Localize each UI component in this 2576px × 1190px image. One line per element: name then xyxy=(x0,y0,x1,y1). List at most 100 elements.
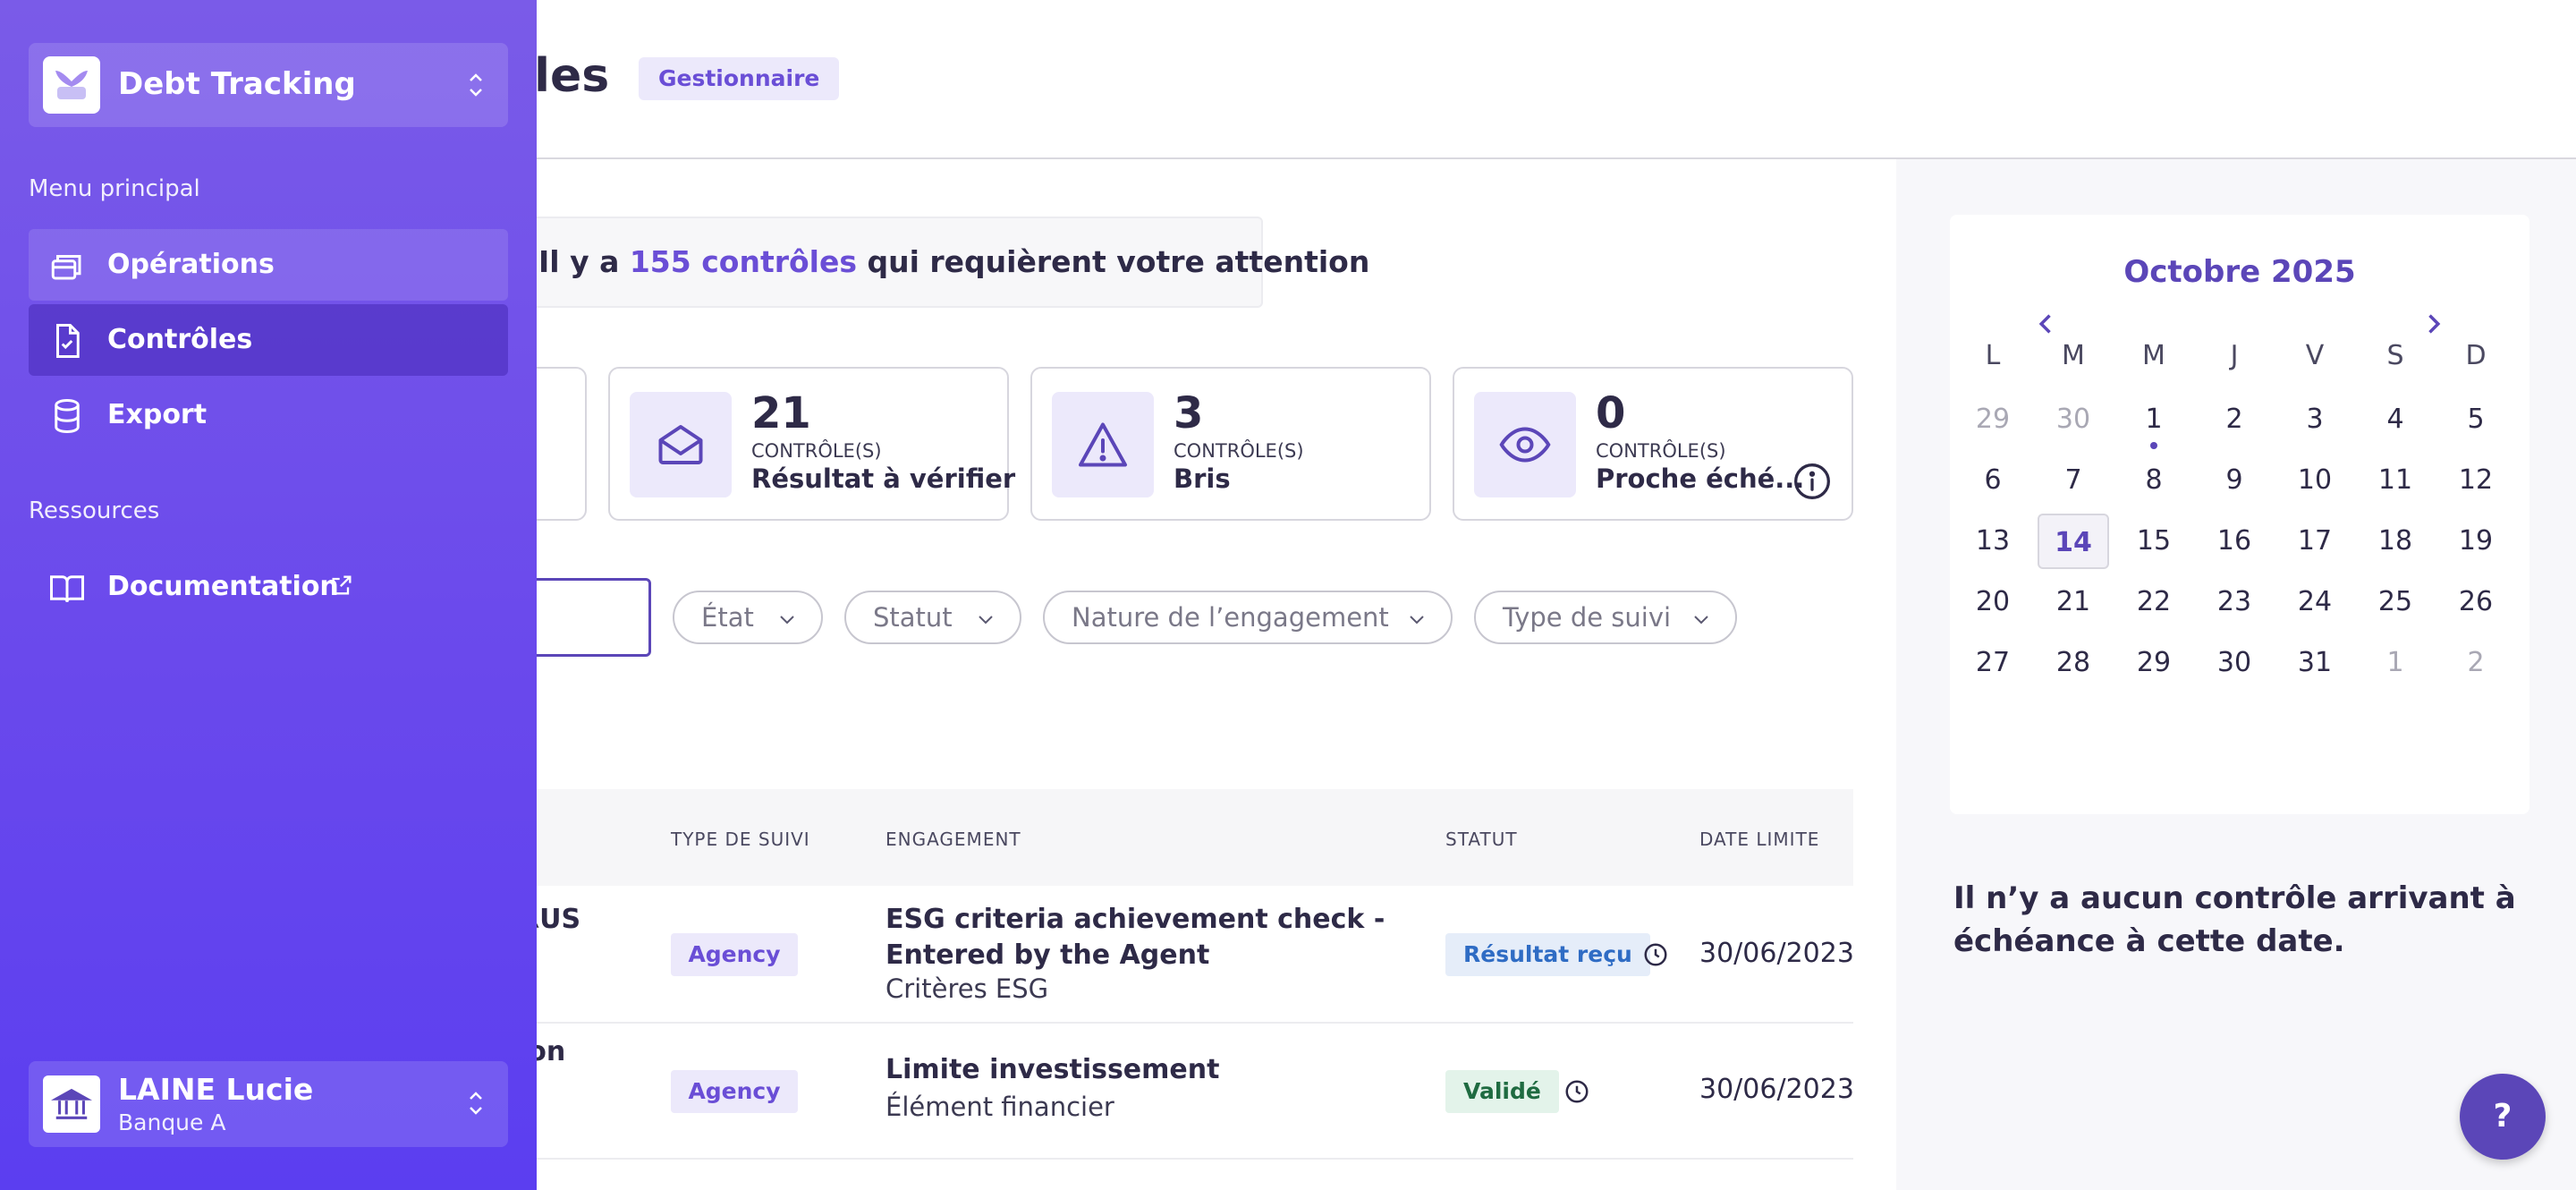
col-status[interactable]: STATUT xyxy=(1445,829,1518,850)
calendar-day[interactable]: 24 xyxy=(2297,586,2333,617)
calendar-day[interactable]: 1 xyxy=(2145,404,2163,435)
section-label-resources: Ressources xyxy=(29,497,160,524)
calendar-day[interactable]: 13 xyxy=(1975,525,2011,557)
user-switcher[interactable]: LAINE Lucie Banque A xyxy=(29,1061,508,1147)
chevron-right-icon[interactable] xyxy=(2420,311,2445,336)
app-name: Debt Tracking xyxy=(118,66,356,102)
calendar-day[interactable]: 17 xyxy=(2297,525,2333,557)
sidebar-item-operations[interactable]: Opérations xyxy=(29,229,508,301)
calendar-day[interactable]: 19 xyxy=(2458,525,2494,557)
calendar-day[interactable]: 7 xyxy=(2064,464,2082,496)
calendar-day[interactable]: 21 xyxy=(2055,586,2091,617)
calendar: Octobre 2025 L M M J V S D 29 30 1 2 3 4 5 6 7 8 9 10 11 12 1… xyxy=(1950,215,2529,814)
calendar-weekday: V xyxy=(2305,340,2325,371)
sidebar-item-label: Opérations xyxy=(107,249,275,280)
calendar-weekday: M xyxy=(2142,340,2165,371)
table-row[interactable]: RUS Agency ESG criteria achievement chec… xyxy=(358,886,1854,1024)
deadline-date: 30/06/2023 xyxy=(1699,938,1854,969)
calendar-day[interactable]: 8 xyxy=(2145,464,2163,496)
empty-message: Il n’y a aucun contrôle arrivant à échéa… xyxy=(1953,880,2516,959)
stat-card-breach[interactable]: 3 CONTRÔLE(S) Bris xyxy=(1030,367,1431,521)
calendar-day[interactable]: 26 xyxy=(2458,586,2494,617)
briefcase-stack-icon xyxy=(51,255,81,280)
sidebar-item-controles[interactable]: Contrôles xyxy=(29,304,508,376)
sidebar-item-export[interactable]: Export xyxy=(29,379,508,451)
col-type[interactable]: TYPE DE SUIVI xyxy=(671,829,810,850)
table-header: TYPE DE SUIVI ENGAGEMENT STATUT DATE LIM… xyxy=(358,789,1853,886)
external-link-icon xyxy=(332,575,352,595)
col-deadline[interactable]: DATE LIMITE xyxy=(1699,829,1820,850)
calendar-day[interactable]: 28 xyxy=(2055,647,2091,678)
calendar-day[interactable]: 31 xyxy=(2297,647,2333,678)
sidebar: Debt Tracking Menu principal Opérations … xyxy=(0,0,537,1190)
calendar-day[interactable]: 10 xyxy=(2297,464,2333,496)
attention-suffix: qui requièrent votre attention xyxy=(857,244,1370,279)
chevron-down-icon xyxy=(1694,616,1708,625)
calendar-weekday: J xyxy=(2230,340,2239,371)
sidebar-item-documentation[interactable]: Documentation xyxy=(29,551,508,623)
calendar-day[interactable]: 30 xyxy=(2055,404,2091,435)
document-check-icon xyxy=(56,324,80,358)
app-switcher[interactable]: Debt Tracking xyxy=(29,43,508,127)
stat-number: 0 xyxy=(1596,388,1626,438)
clock-icon[interactable] xyxy=(1642,941,1669,968)
calendar-day[interactable]: 20 xyxy=(1975,586,2011,617)
chevron-left-icon[interactable] xyxy=(2034,311,2059,336)
calendar-day[interactable]: 29 xyxy=(1975,404,2011,435)
database-icon xyxy=(55,399,80,433)
calendar-day[interactable]: 2 xyxy=(2467,647,2485,678)
calendar-day[interactable]: 29 xyxy=(2136,647,2172,678)
info-icon[interactable] xyxy=(1792,462,1832,501)
filter-etat[interactable]: État xyxy=(673,591,823,644)
stat-label: Bris xyxy=(1174,463,1231,494)
user-name: LAINE Lucie xyxy=(118,1072,314,1107)
engagement-title: ESG criteria achievement check - Entered … xyxy=(886,904,1385,971)
sidebar-item-label: Documentation xyxy=(107,571,339,602)
table-row[interactable]: ion Agency Limite investissement Élément… xyxy=(358,1024,1854,1160)
calendar-day[interactable]: 23 xyxy=(2216,586,2252,617)
calendar-day[interactable]: 5 xyxy=(2467,404,2485,435)
calendar-weekday: L xyxy=(1985,340,2001,371)
calendar-day[interactable]: 12 xyxy=(2458,464,2494,496)
col-engagement[interactable]: ENGAGEMENT xyxy=(886,829,1021,850)
chevron-updown-icon xyxy=(470,1092,482,1115)
calendar-day[interactable]: 6 xyxy=(1984,464,2002,496)
chevron-updown-icon xyxy=(470,73,482,97)
calendar-day[interactable]: 4 xyxy=(2386,404,2404,435)
stat-card-upcoming[interactable]: 0 CONTRÔLE(S) Proche éché... xyxy=(1453,367,1853,521)
filter-label: Type de suivi xyxy=(1503,602,1672,633)
calendar-day[interactable]: 16 xyxy=(2216,525,2252,557)
deadline-date: 30/06/2023 xyxy=(1699,1074,1854,1105)
stat-label: Résultat à vérifier xyxy=(751,463,1016,494)
calendar-day[interactable]: 3 xyxy=(2306,404,2324,435)
engagement-subtitle: Critères ESG xyxy=(886,973,1049,1004)
clock-icon[interactable] xyxy=(1563,1078,1590,1105)
calendar-weekday: D xyxy=(2465,340,2487,371)
calendar-day[interactable]: 25 xyxy=(2377,586,2413,617)
chevron-down-icon xyxy=(1410,616,1424,625)
filter-type-suivi[interactable]: Type de suivi xyxy=(1474,591,1737,644)
calendar-day[interactable]: 11 xyxy=(2377,464,2413,496)
filter-nature[interactable]: Nature de l’engagement xyxy=(1043,591,1453,644)
type-tag: Agency xyxy=(671,933,798,976)
attention-banner: Il y a 155 contrôles qui requièrent votr… xyxy=(394,217,1369,308)
help-button[interactable]: ? xyxy=(2460,1074,2546,1160)
warning-triangle-icon xyxy=(1052,392,1154,497)
stat-card-result[interactable]: 21 CONTRÔLE(S) Résultat à vérifier xyxy=(608,367,1015,521)
calendar-day[interactable]: 15 xyxy=(2136,525,2172,557)
calendar-day[interactable]: 22 xyxy=(2136,586,2172,617)
calendar-day[interactable]: 27 xyxy=(1975,647,2011,678)
chevron-down-icon xyxy=(780,616,794,625)
event-dot-icon xyxy=(2150,442,2157,449)
calendar-day[interactable]: 2 xyxy=(2225,404,2243,435)
filter-statut[interactable]: Statut xyxy=(844,591,1021,644)
calendar-weekday: M xyxy=(2062,340,2085,371)
calendar-day[interactable]: 1 xyxy=(2386,647,2404,678)
type-tag: Agency xyxy=(671,1070,798,1113)
calendar-day[interactable]: 9 xyxy=(2225,464,2243,496)
eye-icon xyxy=(1474,392,1576,497)
calendar-day[interactable]: 30 xyxy=(2216,647,2252,678)
calendar-day[interactable]: 14 xyxy=(2038,514,2109,569)
attention-count[interactable]: 155 contrôles xyxy=(629,244,857,279)
calendar-day[interactable]: 18 xyxy=(2377,525,2413,557)
